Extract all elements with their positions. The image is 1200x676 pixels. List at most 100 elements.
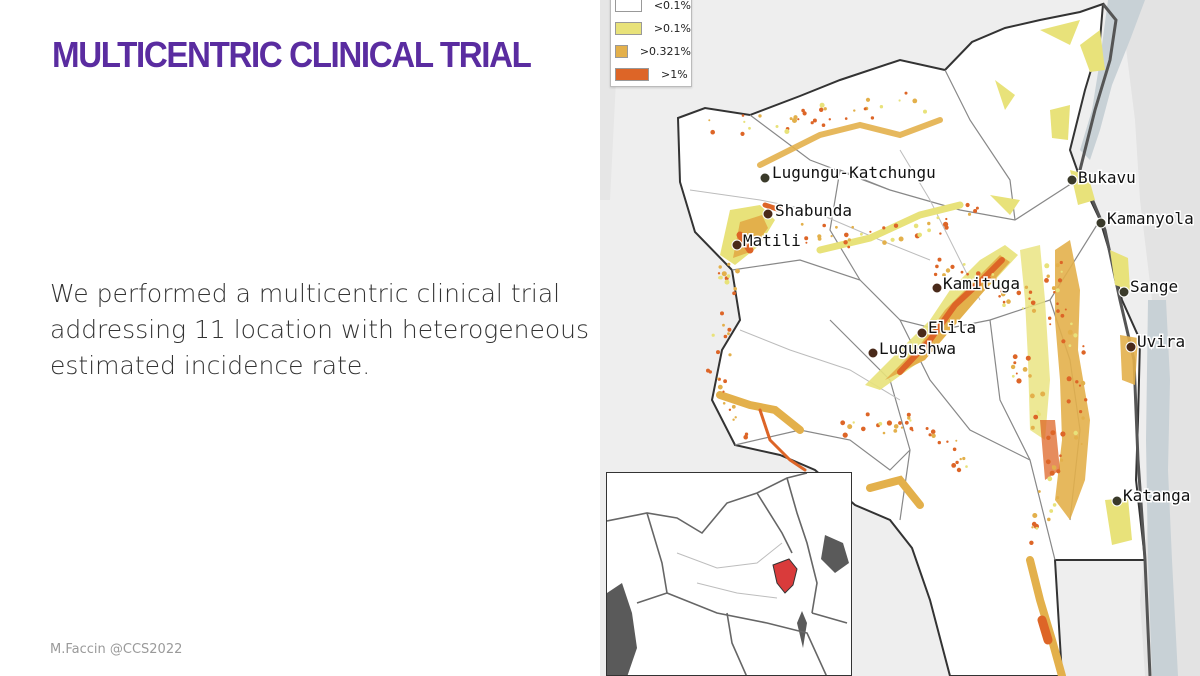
incidence-dot <box>852 421 855 424</box>
incidence-dot <box>956 467 962 473</box>
incidence-dot <box>1028 297 1031 300</box>
incidence-dot <box>1055 288 1060 293</box>
incidence-dot <box>1066 376 1072 382</box>
incidence-dot <box>893 424 899 429</box>
incidence-dot <box>1052 503 1057 507</box>
incidence-dot <box>734 416 737 419</box>
town-marker: Sange <box>1118 276 1180 298</box>
legend-swatch <box>615 22 642 35</box>
country-border <box>1078 3 1152 676</box>
incidence-dot <box>973 209 978 213</box>
incidence-dot <box>987 276 991 280</box>
incidence-dot <box>976 271 981 276</box>
incidence-dot <box>1029 540 1034 545</box>
footer-credit: M.Faccin @CCS2022 <box>50 642 183 657</box>
incidence-dot <box>1051 286 1056 291</box>
incidence-dot <box>937 440 941 445</box>
legend-swatch <box>615 45 628 58</box>
incidence-dot <box>898 421 902 425</box>
incidence-dot <box>1044 278 1049 283</box>
town-marker: Matili <box>731 230 802 252</box>
map-legend: <0.1% >0.1% >0.321% >1% <box>610 0 692 87</box>
incidence-dot <box>801 108 805 113</box>
incidence-dot <box>1057 278 1063 283</box>
incidence-dot <box>823 107 827 111</box>
incidence-dot <box>732 291 736 296</box>
incidence-dot <box>931 433 936 438</box>
incidence-dot <box>830 235 833 238</box>
incidence-dot <box>890 237 895 242</box>
incidence-dot <box>711 333 715 337</box>
incidence-dot <box>805 241 808 244</box>
incidence-dot <box>723 334 728 339</box>
incidence-dot <box>1056 496 1060 500</box>
incidence-dot <box>716 350 720 355</box>
incidence-dot <box>898 236 904 242</box>
town-label: Sange <box>1130 277 1178 296</box>
incidence-dot <box>962 456 966 461</box>
incidence-dot <box>1035 526 1039 530</box>
incidence-dot <box>1056 302 1059 306</box>
town-label: Elila <box>928 318 976 337</box>
town-label: Shabunda <box>775 201 852 220</box>
incidence-dot <box>1037 412 1041 417</box>
incidence-dot <box>708 370 712 374</box>
incidence-dot <box>1082 345 1085 348</box>
incidence-dot <box>853 109 856 112</box>
incidence-dot <box>1013 361 1017 365</box>
incidence-dot <box>952 447 957 452</box>
incidence-dot <box>1016 378 1022 384</box>
incidence-dot <box>722 402 726 405</box>
town-marker: Shabunda <box>762 200 854 222</box>
incidence-dot <box>727 332 730 336</box>
town-label: Kamanyola <box>1107 209 1194 228</box>
incidence-dot <box>960 270 964 274</box>
inset-rivers <box>676 542 783 599</box>
incidence-dot <box>1066 399 1071 404</box>
incidence-dot <box>726 274 731 278</box>
incidence-dot <box>1055 263 1060 268</box>
town-label: Lugungu-Katchungu <box>772 163 936 182</box>
incidence-dot <box>861 426 866 432</box>
incidence-dot <box>1028 305 1031 308</box>
town-marker: Lugushwa <box>867 338 958 360</box>
incidence-dot <box>965 465 968 468</box>
incidence-dot <box>797 118 800 121</box>
inset-locator-map <box>606 472 852 676</box>
incidence-dot <box>1031 308 1037 313</box>
incidence-dot <box>955 460 959 465</box>
legend-entry: >1% <box>611 63 691 86</box>
incidence-dot <box>1016 290 1022 296</box>
slide-body-text: We performed a multicentric clinical tri… <box>50 279 590 380</box>
incidence-dot <box>950 264 955 269</box>
incidence-dot <box>1030 425 1035 430</box>
incidence-dot <box>1059 260 1063 265</box>
incidence-dot <box>945 217 948 221</box>
incidence-dot <box>844 117 848 120</box>
incidence-dot <box>893 429 898 433</box>
incidence-dot <box>733 287 737 291</box>
town-marker: Kamanyola <box>1095 208 1195 230</box>
incidence-dot <box>724 279 730 285</box>
incidence-dot <box>1060 458 1064 462</box>
incidence-dot <box>1049 470 1055 476</box>
legend-entry: >0.321% <box>611 40 691 63</box>
incidence-dot <box>744 432 749 436</box>
town-label: Katanga <box>1123 486 1190 505</box>
incidence-dot <box>1048 316 1052 320</box>
incidence-dot <box>1056 309 1060 313</box>
incidence-dot <box>789 117 793 121</box>
legend-entry: <0.1% <box>611 0 691 17</box>
incidence-dot <box>937 257 942 262</box>
town-layer: Lugungu-Katchungu Shabunda Matili Bukavu… <box>731 162 1195 507</box>
incidence-dot <box>812 118 817 123</box>
incidence-dot <box>966 272 969 276</box>
lake-tanganyika <box>1146 300 1178 676</box>
incidence-dot <box>943 221 949 227</box>
incidence-dot <box>728 408 732 411</box>
town-marker: Elila <box>916 317 978 339</box>
town-marker: Uvira <box>1125 331 1187 353</box>
incidence-dot <box>1067 329 1073 335</box>
incidence-dot <box>1049 323 1052 326</box>
incidence-dot <box>1006 299 1011 304</box>
